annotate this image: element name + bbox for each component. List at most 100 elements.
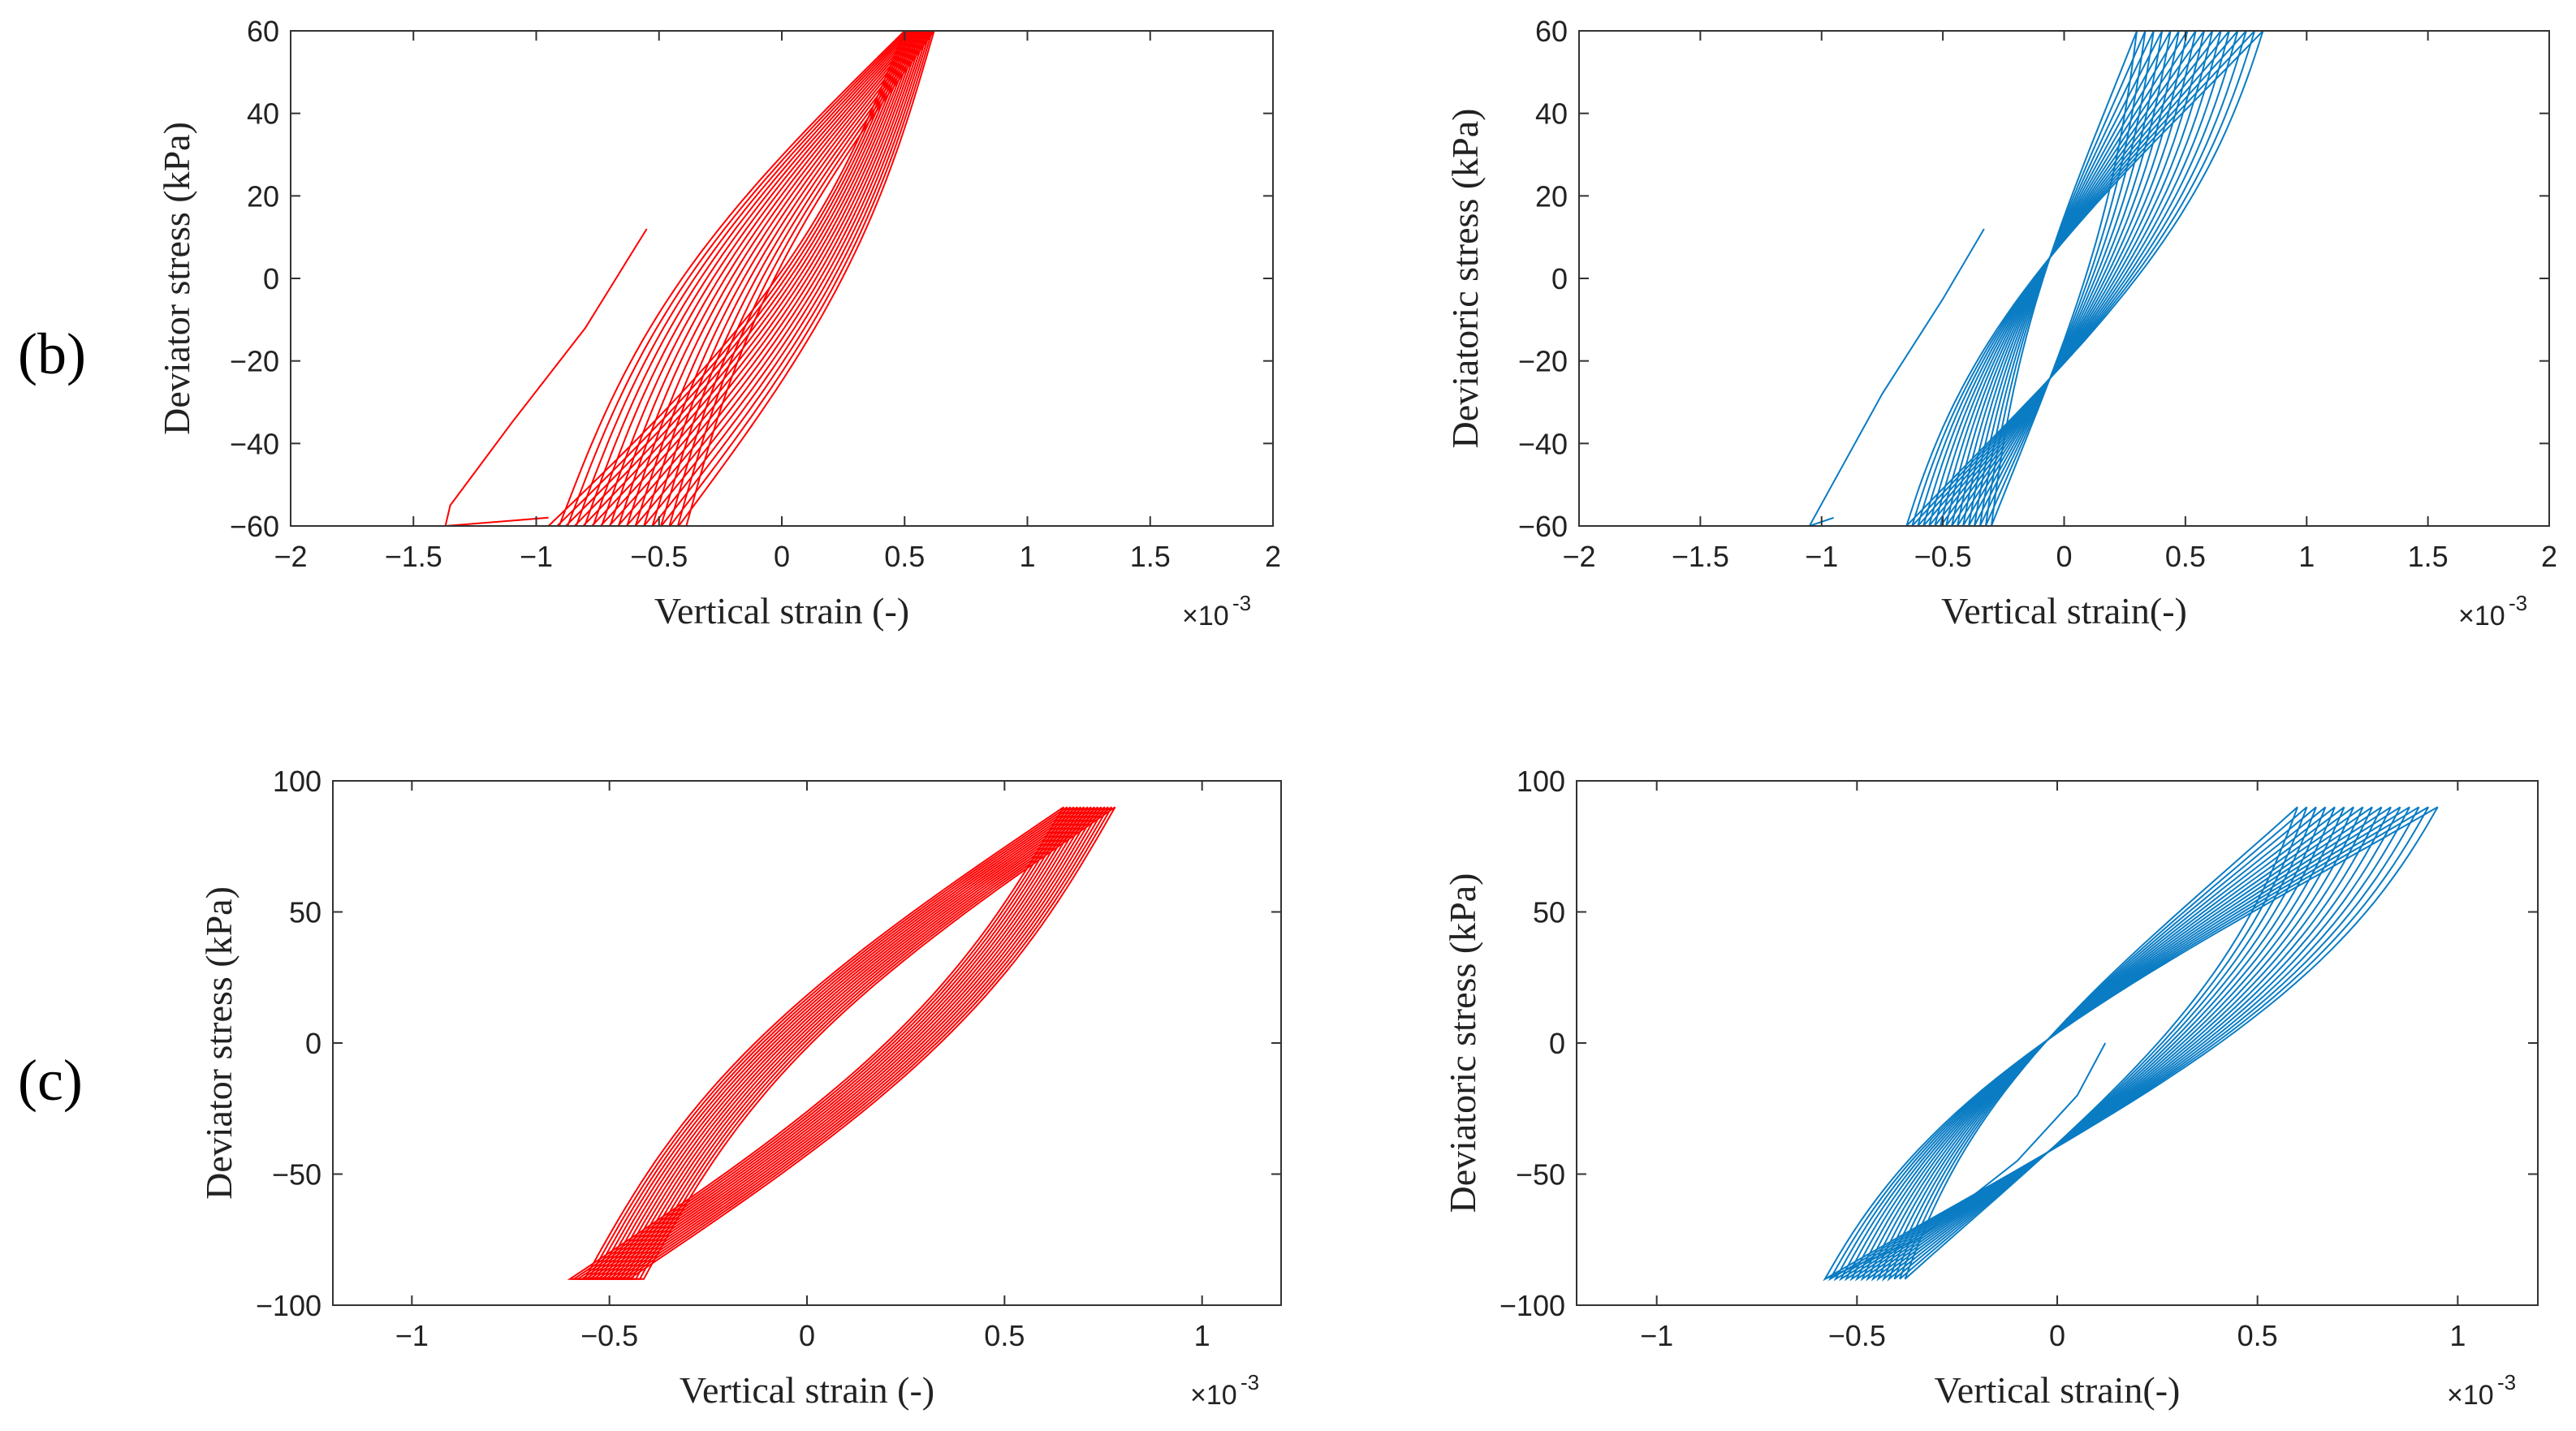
series-loop xyxy=(555,31,908,526)
series-group xyxy=(1823,806,2439,1282)
series-loop xyxy=(1904,806,2298,1280)
series-loop xyxy=(547,31,906,526)
x-tick-label: −1 xyxy=(520,540,553,573)
x-tick-label: 0.5 xyxy=(884,540,925,573)
series-loop xyxy=(1899,806,2308,1280)
x-multiplier-label: ×10 xyxy=(2458,601,2505,631)
series-loop xyxy=(564,31,910,526)
series-loop xyxy=(1871,806,2355,1282)
series-loop xyxy=(1893,806,2317,1280)
y-axis-label: Deviatoric stress (kPa) xyxy=(1444,109,1486,449)
x-multiplier-exponent: -3 xyxy=(2509,591,2527,615)
x-tick-label: 1 xyxy=(2449,1319,2466,1352)
y-tick-label: −40 xyxy=(1518,427,1568,460)
x-multiplier-exponent: -3 xyxy=(1241,1370,1259,1394)
x-tick-label: 1 xyxy=(1194,1319,1210,1352)
x-tick-label: −0.5 xyxy=(1914,540,1972,573)
series-loop xyxy=(1844,806,2401,1282)
x-tick-label: 0.5 xyxy=(2237,1319,2278,1352)
series-loop xyxy=(1957,31,2189,526)
series-loop xyxy=(1968,31,2172,526)
series-loop xyxy=(1917,31,2247,526)
y-tick-label: 20 xyxy=(247,179,279,213)
series-loop xyxy=(1951,31,2197,526)
series-loop xyxy=(669,31,934,526)
series-loop xyxy=(1887,806,2327,1282)
x-tick-label: −1 xyxy=(1805,540,1838,573)
y-tick-label: −60 xyxy=(1518,510,1568,543)
series-loop xyxy=(1860,806,2374,1282)
x-tick-label: −1.5 xyxy=(385,540,442,573)
x-tick-label: 1.5 xyxy=(2408,540,2449,573)
series-initial-branch xyxy=(1824,1042,2107,1280)
plot-frame xyxy=(1576,780,2539,1306)
series-loop xyxy=(608,31,920,526)
series-loop xyxy=(1849,806,2392,1282)
chart-b-right: −2 −1.5 −1 −0.5 0 0.5 1 1.5 2 −60 −40 −20 0 20 40 60 Ver… xyxy=(1444,15,2557,631)
row-label-b: (b) xyxy=(18,321,86,386)
y-tick-label: −100 xyxy=(1499,1289,1565,1322)
series-loop xyxy=(625,31,923,526)
series-loop xyxy=(1928,31,2230,526)
y-tick-label: 100 xyxy=(1517,765,1565,798)
x-tick-label: −0.5 xyxy=(580,1319,638,1352)
x-tick-label: −1.5 xyxy=(1672,540,1729,573)
series-loop xyxy=(1934,31,2222,526)
x-tick-label: −2 xyxy=(274,540,307,573)
chart-b-left: −2 −1.5 −1 −0.5 0 0.5 1 1.5 2 −60 −40 −20 0 20 40 60 Ver… xyxy=(156,15,1281,631)
x-tick-label: 2 xyxy=(2541,540,2557,573)
x-tick-label: 0.5 xyxy=(984,1319,1025,1352)
x-tick-label: −1 xyxy=(395,1319,429,1352)
series-loop xyxy=(1990,31,2138,526)
y-tick-label: 60 xyxy=(1535,15,1568,48)
series-loop xyxy=(651,31,930,526)
y-tick-label: −50 xyxy=(1516,1158,1565,1192)
x-tick-label: 0 xyxy=(2049,1319,2065,1352)
y-tick-label: −20 xyxy=(230,345,279,378)
y-tick-label: 60 xyxy=(247,15,279,48)
x-tick-label: 0 xyxy=(799,1319,815,1352)
row-label-c: (c) xyxy=(18,1048,83,1113)
series-loop xyxy=(1984,31,2147,526)
chart-c-left: −1 −0.5 0 0.5 1 −100 −50 0 50 100 Vertical strain … xyxy=(198,765,1282,1411)
series-group xyxy=(444,31,935,526)
series-loop xyxy=(1866,806,2364,1282)
y-axis-label: Deviator stress (kPa) xyxy=(198,886,239,1200)
series-loop xyxy=(1881,806,2336,1282)
series-loop xyxy=(1876,806,2345,1282)
x-axis-label: Vertical strain (-) xyxy=(680,1369,934,1411)
x-multiplier-exponent: -3 xyxy=(2497,1370,2516,1394)
y-tick-label: 40 xyxy=(247,97,279,131)
x-tick-label: 1 xyxy=(1019,540,1035,573)
x-multiplier-label: ×10 xyxy=(1190,1380,1237,1411)
series-loop xyxy=(1905,31,2264,526)
x-tick-label: 1.5 xyxy=(1130,540,1171,573)
x-multiplier-label: ×10 xyxy=(2447,1380,2494,1411)
series-initial-branch xyxy=(1808,228,1985,526)
series-loop xyxy=(582,31,913,526)
series-loop xyxy=(660,31,931,526)
series-loop xyxy=(599,31,917,526)
x-axis-label: Vertical strain (-) xyxy=(654,590,909,631)
series-loop xyxy=(1838,806,2410,1282)
y-tick-label: 0 xyxy=(263,262,279,295)
x-tick-label: 0.5 xyxy=(2165,540,2206,573)
x-tick-label: −1 xyxy=(1640,1319,1673,1352)
y-tick-label: 50 xyxy=(1533,896,1565,929)
plot-frame xyxy=(1578,30,2550,527)
series-loop xyxy=(1911,31,2256,526)
series-loop xyxy=(677,31,935,526)
series-loop xyxy=(616,31,921,526)
y-tick-label: 0 xyxy=(1551,262,1568,295)
y-tick-label: 50 xyxy=(289,896,321,929)
x-axis-label: Vertical strain(-) xyxy=(1941,590,2187,631)
y-tick-label: 0 xyxy=(1549,1027,1565,1060)
x-tick-label: −2 xyxy=(1562,540,1595,573)
y-axis-label: Deviatoric stress (kPa) xyxy=(1442,873,1483,1213)
x-tick-label: 2 xyxy=(1265,540,1281,573)
x-axis-label: Vertical strain(-) xyxy=(1935,1369,2181,1411)
series-group xyxy=(1808,31,2264,526)
y-tick-label: −50 xyxy=(272,1158,321,1192)
